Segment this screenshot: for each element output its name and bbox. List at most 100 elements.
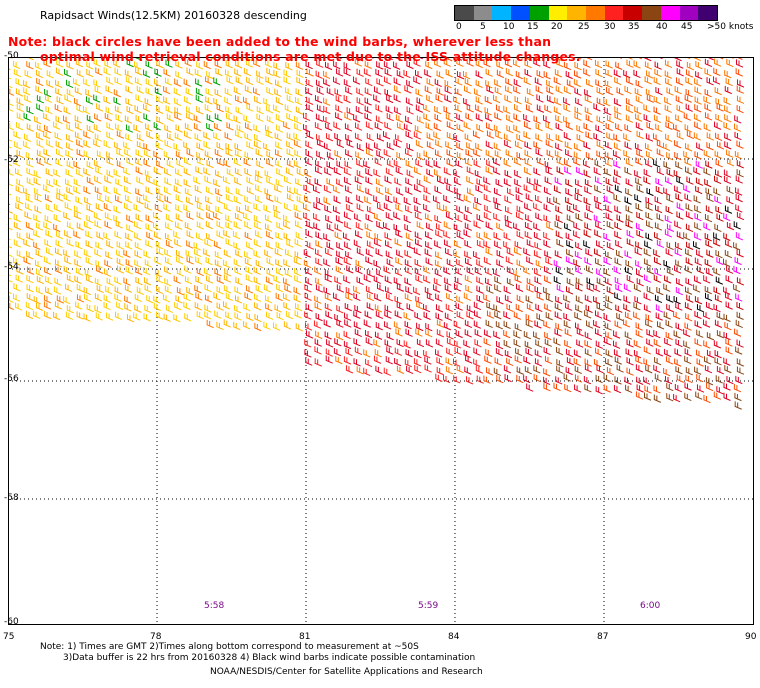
wind-barb xyxy=(544,355,553,365)
wind-barb xyxy=(706,77,714,86)
wind-barb xyxy=(273,69,281,79)
wind-barb xyxy=(63,68,72,78)
wind-barb xyxy=(573,157,581,166)
wind-barb xyxy=(694,205,702,214)
wind-barb xyxy=(486,310,495,319)
wind-barb xyxy=(676,231,685,240)
wind-barb xyxy=(346,265,354,274)
wind-barb xyxy=(145,60,153,69)
wind-barb xyxy=(103,95,111,105)
wind-barb xyxy=(316,104,325,113)
wind-barb xyxy=(184,222,192,231)
wind-barb xyxy=(573,349,582,358)
wind-barb xyxy=(202,248,211,257)
wind-barb xyxy=(443,266,451,275)
wind-barb xyxy=(445,366,454,375)
wind-barb xyxy=(585,304,593,314)
wind-barb xyxy=(316,197,324,206)
wind-barb xyxy=(704,258,712,268)
wind-barb xyxy=(444,277,452,286)
wind-barb xyxy=(205,275,214,284)
wind-barb xyxy=(525,383,534,392)
wind-barb xyxy=(715,250,723,259)
wind-barb xyxy=(53,168,61,178)
wind-barb xyxy=(725,149,734,158)
wind-barb xyxy=(626,59,634,68)
wind-barb xyxy=(413,184,422,193)
wind-barb xyxy=(302,212,311,221)
wind-barb xyxy=(212,211,221,221)
wind-barb xyxy=(95,203,103,212)
legend-swatch xyxy=(698,6,718,20)
wind-barb xyxy=(506,303,514,313)
wind-barb xyxy=(594,195,602,205)
wind-barb xyxy=(666,382,674,392)
wind-barb xyxy=(445,357,453,366)
wind-barb xyxy=(614,292,622,301)
wind-barb xyxy=(515,186,523,195)
wind-barb xyxy=(604,250,613,260)
wind-barb xyxy=(313,222,321,231)
wind-barb xyxy=(614,184,623,193)
wind-barb xyxy=(524,158,532,167)
wind-barb xyxy=(333,166,342,176)
wind-barb xyxy=(23,238,31,247)
wind-barb xyxy=(324,269,333,278)
wind-barb xyxy=(574,112,582,121)
wind-barb xyxy=(645,365,653,374)
wind-barb xyxy=(584,348,593,357)
wind-barb xyxy=(466,311,474,320)
wind-barb xyxy=(283,259,291,268)
wind-barb xyxy=(155,311,164,320)
wind-barb xyxy=(555,142,563,151)
wind-barb xyxy=(266,67,274,77)
wind-barb xyxy=(283,202,292,212)
wind-barb xyxy=(304,157,313,166)
wind-barb xyxy=(86,204,94,213)
wind-barb xyxy=(323,233,331,242)
wind-barb xyxy=(204,294,213,303)
wind-barb xyxy=(253,250,261,259)
wind-barb xyxy=(515,71,523,80)
wind-barb xyxy=(555,85,563,94)
wind-barb xyxy=(534,286,542,295)
wind-barb xyxy=(104,175,112,184)
wind-barb xyxy=(43,148,51,157)
wind-barb xyxy=(485,348,493,358)
wind-barb xyxy=(445,303,453,312)
wind-barb xyxy=(374,293,382,302)
wind-barb xyxy=(235,106,243,115)
legend-swatch xyxy=(492,6,512,20)
wind-barb xyxy=(56,295,65,304)
wind-barb xyxy=(233,321,241,331)
wind-barb xyxy=(364,196,372,205)
wind-barb xyxy=(256,113,264,122)
wind-barb xyxy=(635,322,643,331)
wind-barb xyxy=(553,76,561,86)
wind-barb xyxy=(373,259,381,269)
wind-barb xyxy=(175,204,183,213)
wind-barb xyxy=(43,88,52,98)
legend-label: >50 knots xyxy=(707,22,754,32)
wind-barb xyxy=(245,285,254,294)
wind-barb xyxy=(635,269,644,278)
wind-barb xyxy=(614,221,622,231)
wind-barb xyxy=(183,78,191,87)
wind-barb xyxy=(63,211,71,221)
wind-barb xyxy=(305,87,313,96)
wind-barb xyxy=(596,277,604,286)
wind-barb xyxy=(8,98,14,107)
wind-barb xyxy=(314,346,322,355)
wind-barb xyxy=(85,230,93,239)
wind-barb xyxy=(373,238,382,247)
wind-barb xyxy=(696,329,704,338)
wind-barb xyxy=(123,185,132,195)
wind-barb xyxy=(576,328,584,337)
wind-barb xyxy=(694,320,702,329)
wind-barb xyxy=(522,113,531,123)
wind-barb xyxy=(533,373,541,383)
wind-barb xyxy=(456,113,464,122)
wind-barb xyxy=(476,240,485,249)
wind-barb xyxy=(423,150,431,159)
wind-barb xyxy=(323,319,331,328)
